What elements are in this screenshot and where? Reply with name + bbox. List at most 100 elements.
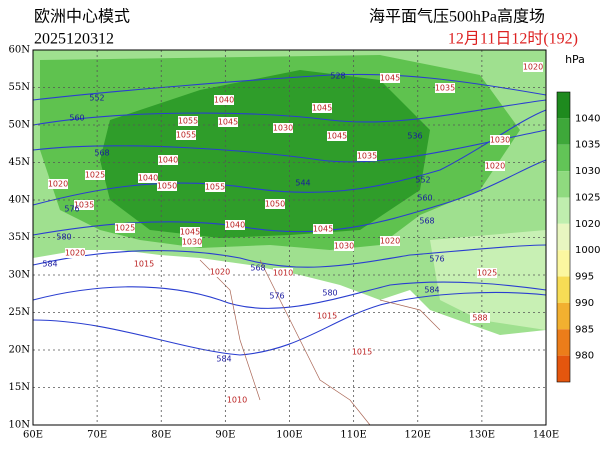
pressure-label: 1030 <box>334 242 354 251</box>
pressure-label-bg <box>138 173 158 183</box>
pressure-label: 1035 <box>74 201 94 210</box>
pressure-label-bg <box>205 182 225 192</box>
colorbar-cell <box>557 223 570 251</box>
lon-label: 100E <box>276 430 302 441</box>
pressure-label: 1020 <box>48 180 68 189</box>
pressure-label: 1030 <box>273 124 293 133</box>
high-area-core <box>100 70 430 238</box>
height-label: 568 <box>94 149 109 158</box>
pressure-label: 1055 <box>205 183 225 192</box>
colorbar-cell <box>557 276 570 303</box>
pressure-label-bg <box>48 179 68 189</box>
pressure-label: 1015 <box>352 348 372 357</box>
pressure-label-bg <box>435 83 455 93</box>
pressure-label: 1015 <box>134 260 154 269</box>
pressure-label-bg <box>265 199 285 209</box>
colorbar-label: 990 <box>575 298 594 309</box>
pressure-label: 1035 <box>357 152 377 161</box>
pressure-label: 1045 <box>218 118 238 127</box>
pressure-label: 1010 <box>227 396 247 405</box>
colorbar-label: 1035 <box>575 140 600 151</box>
height-label: 560 <box>417 194 432 203</box>
colorbar-label: 1000 <box>575 245 600 256</box>
colorbar-cell <box>557 92 570 119</box>
pressure-label: 1030 <box>182 238 202 247</box>
pressure-label: 1025 <box>477 269 497 278</box>
pressure-label-bg <box>178 116 198 126</box>
lon-label: 70E <box>87 430 107 441</box>
colorbar-cell <box>557 171 570 198</box>
height-label: 552 <box>415 176 430 185</box>
colorbar-label: 1040 <box>575 113 600 124</box>
lat-label: 60N <box>9 45 31 56</box>
pressure-label: 1055 <box>176 131 196 140</box>
pressure-label: 1030 <box>490 136 510 145</box>
colorbar-unit: hPa <box>565 53 585 66</box>
pressure-label: 1040 <box>214 96 234 105</box>
colorbar-label: 1025 <box>575 192 600 203</box>
pressure-label-bg <box>352 347 372 357</box>
pressure-label-bg <box>180 227 200 237</box>
pressure-label-bg <box>134 259 154 269</box>
valid-time: 12月11日12时(192) <box>448 30 578 48</box>
lon-label: 80E <box>151 430 171 441</box>
pressure-label-bg <box>523 62 543 72</box>
pressure-label-bg <box>273 268 293 278</box>
colorbar-frame <box>556 91 571 383</box>
pressure-label-bg <box>334 241 354 251</box>
height-label: 584 <box>216 355 231 364</box>
pressure-label-bg <box>273 123 293 133</box>
lon-label: 110E <box>340 430 366 441</box>
pressure-label-bg <box>470 313 490 323</box>
pressure-label-bg <box>477 268 497 278</box>
height-label: 580 <box>56 233 71 242</box>
pressure-label: 1045 <box>180 228 200 237</box>
height-label: 544 <box>295 179 310 188</box>
pressure-label: 1025 <box>85 171 105 180</box>
pressure-label-bg <box>158 155 178 165</box>
pressure-label: 1020 <box>210 268 230 277</box>
height-label: 576 <box>269 292 284 301</box>
pressure-label: 1040 <box>158 156 178 165</box>
lat-label: 25N <box>9 307 31 318</box>
height-label: 568 <box>250 264 265 273</box>
pressure-label-bg <box>317 311 337 321</box>
pressure-label-bg <box>227 395 247 405</box>
height-label: 584 <box>42 260 57 269</box>
lat-label: 55N <box>9 82 31 93</box>
lat-label: 45N <box>9 157 31 168</box>
pressure-label: 1020 <box>485 162 505 171</box>
pressure-label: 1040 <box>138 174 158 183</box>
init-date: 2025120312 <box>34 31 114 48</box>
pressure-label: 1010 <box>273 269 293 278</box>
pressure-label: 1055 <box>178 117 198 126</box>
lon-label: 130E <box>469 430 495 441</box>
pressure-label: 1050 <box>157 182 177 191</box>
pressure-label: 1050 <box>265 200 285 209</box>
pressure-label: 1020 <box>65 249 85 258</box>
height-label: 552 <box>89 94 104 103</box>
colorbar-label: 1020 <box>575 219 600 230</box>
colorbar-cell <box>557 250 570 277</box>
colorbar-label: 995 <box>575 272 594 283</box>
pressure-label: 1035 <box>435 84 455 93</box>
pressure-label-bg <box>490 135 510 145</box>
pressure-label: 1045 <box>313 225 333 234</box>
colorbar-label: 985 <box>575 324 594 335</box>
pressure-label: 1015 <box>317 312 337 321</box>
pressure-label: 1020 <box>380 237 400 246</box>
pressure-label-bg <box>312 103 332 113</box>
lat-label: 30N <box>9 270 31 281</box>
map-title: 海平面气压500hPa高度场 <box>369 8 545 26</box>
pressure-label-bg <box>74 200 94 210</box>
colorbar-cell <box>557 197 570 224</box>
pressure-label: 1045 <box>312 104 332 113</box>
pressure-label-bg <box>115 223 135 233</box>
pressure-label-bg <box>357 151 377 161</box>
colorbar: 1040 1035 1030 1025 1020 1000 995 990 985 980 <box>556 91 600 383</box>
lat-label: 15N <box>9 382 31 393</box>
colorbar-label: 1030 <box>575 166 600 177</box>
pressure-label: 588 <box>472 314 487 323</box>
lat-label: 20N <box>9 345 31 356</box>
pressure-label-bg <box>380 73 400 83</box>
